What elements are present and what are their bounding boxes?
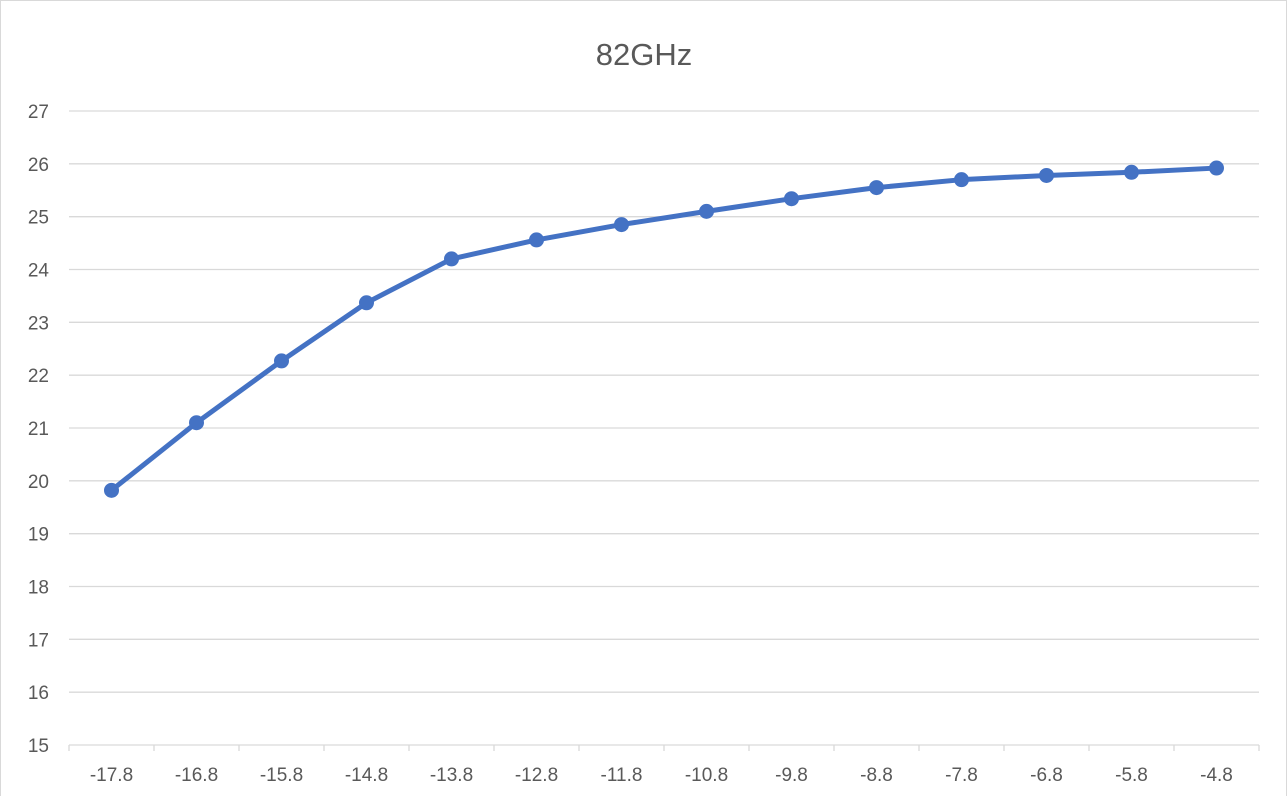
y-tick-label: 18: [28, 578, 49, 599]
y-tick-label: 17: [28, 630, 49, 651]
data-point: [359, 295, 374, 311]
x-tick-label: -6.8: [1030, 765, 1063, 786]
y-tick-label: 21: [28, 419, 49, 440]
y-tick-label: 19: [28, 525, 49, 546]
gridlines: [69, 110, 1259, 746]
x-tick-label: -17.8: [90, 765, 133, 786]
x-tick-label: -7.8: [945, 765, 978, 786]
data-point: [1209, 160, 1224, 176]
y-tick-label: 23: [28, 313, 49, 334]
data-point: [274, 353, 289, 369]
data-point: [444, 251, 459, 267]
data-point: [614, 217, 629, 233]
y-tick-label: 27: [28, 102, 49, 123]
y-tick-label: 25: [28, 208, 49, 229]
x-tick-label: -15.8: [260, 765, 303, 786]
data-point: [1124, 164, 1139, 180]
series-layer: [104, 160, 1224, 498]
series-line: [109, 165, 1219, 493]
x-tick-label: -4.8: [1200, 765, 1233, 786]
data-point: [954, 172, 969, 188]
data-point: [784, 191, 799, 207]
y-tick-label: 22: [28, 366, 49, 387]
data-point: [529, 232, 544, 248]
x-tick-label: -5.8: [1115, 765, 1148, 786]
data-point: [699, 203, 714, 219]
y-tick-label: 20: [28, 472, 49, 493]
data-point: [104, 482, 119, 498]
data-point: [1039, 167, 1054, 183]
x-tick-label: -10.8: [685, 765, 728, 786]
x-tick-label: -12.8: [515, 765, 558, 786]
y-axis-ticks: 15 16 17 18 19 20 21 22 23 24 25 26 27: [28, 102, 50, 757]
x-tick-label: -16.8: [175, 765, 218, 786]
y-tick-label: 16: [28, 683, 49, 704]
data-point: [189, 415, 204, 431]
x-tick-label: -11.8: [601, 765, 643, 786]
x-tick-label: -14.8: [345, 765, 388, 786]
x-tick-label: -9.8: [775, 765, 808, 786]
chart-title: 82GHz: [596, 37, 692, 72]
y-tick-label: 24: [28, 261, 50, 282]
y-tick-label: 15: [28, 736, 49, 757]
x-tick-label: -8.8: [860, 765, 893, 786]
data-point: [869, 180, 884, 196]
y-tick-label: 26: [28, 155, 49, 176]
x-axis-ticks: -17.8 -16.8 -15.8 -14.8 -13.8 -12.8 -11.8 -10.8…: [68, 745, 1260, 786]
x-tick-label: -13.8: [430, 765, 473, 786]
